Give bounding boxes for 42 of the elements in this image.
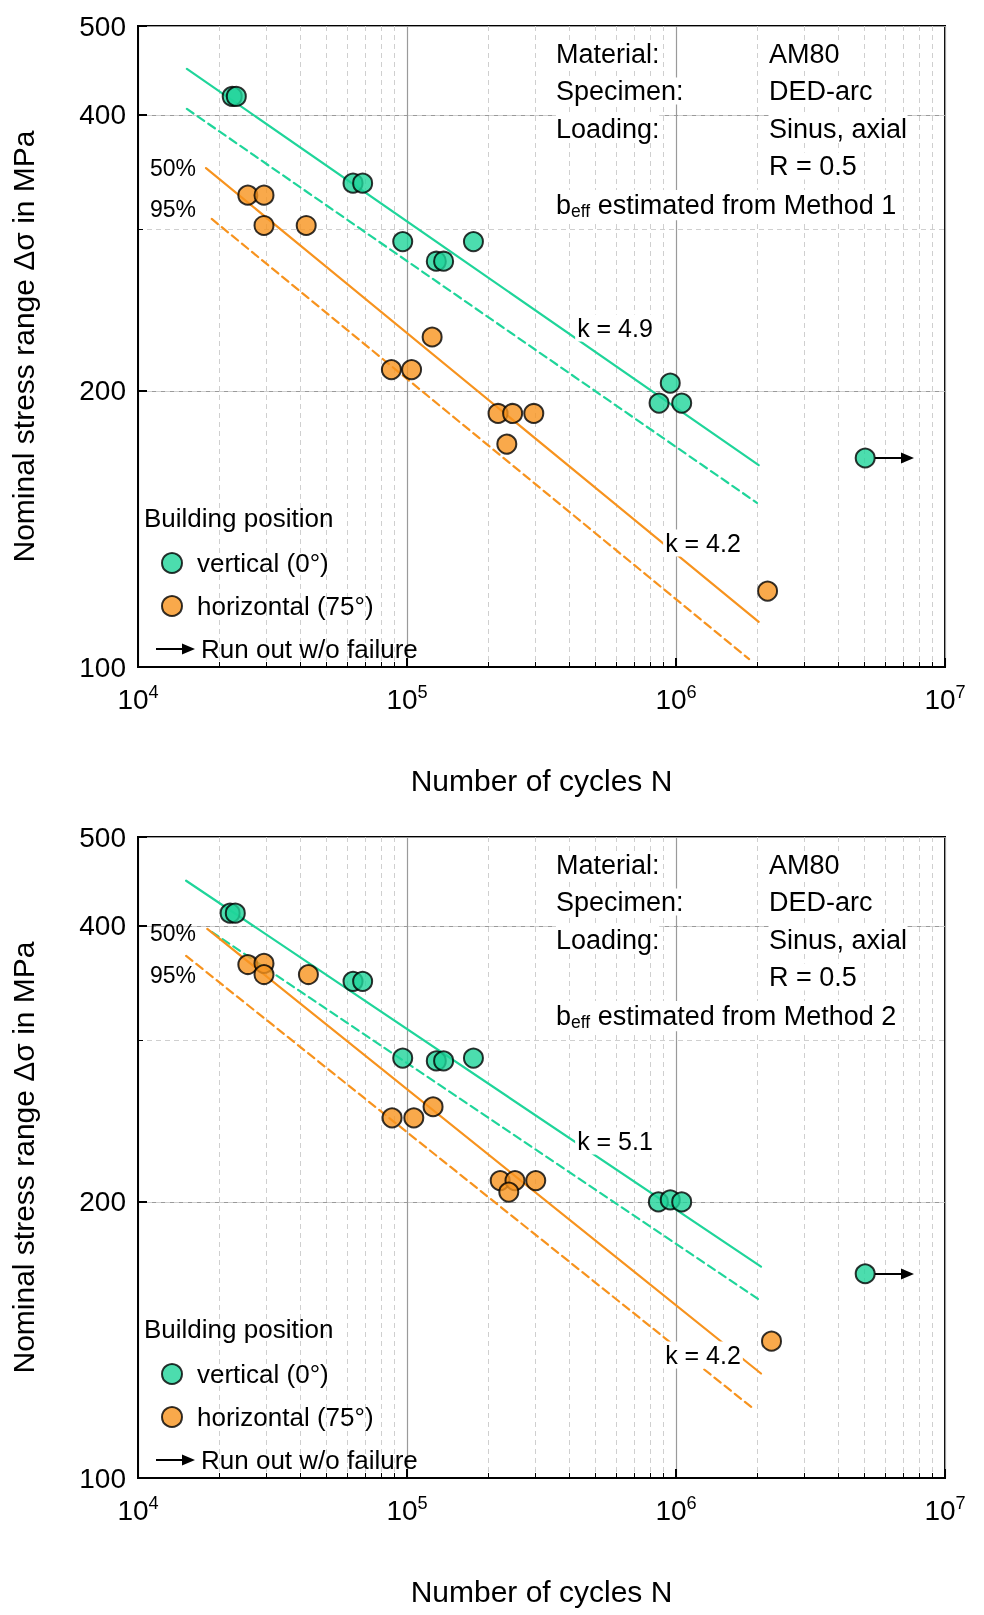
y-tick-label: 500 — [79, 10, 126, 42]
legend-label: horizontal (75°) — [197, 591, 374, 621]
y-tick-label: 200 — [79, 1186, 126, 1218]
legend-title: Building position — [144, 503, 334, 533]
y-axis-title: Nominal stress range Δσ in MPa — [6, 941, 40, 1374]
annotation: DED-arc — [769, 76, 873, 106]
annotation: R = 0.5 — [769, 962, 857, 992]
annotation: 95% — [149, 196, 197, 222]
annotation: Specimen: — [556, 76, 684, 106]
annotation: k = 5.1 — [577, 1127, 653, 1155]
annotation: 50% — [149, 920, 197, 946]
legend-label: vertical (0°) — [197, 548, 329, 578]
x-axis-title: Number of cycles N — [410, 1574, 673, 1608]
y-tick-label: 100 — [79, 1462, 126, 1494]
annotation: Sinus, axial — [769, 924, 908, 955]
annotation: DED-arc — [769, 887, 873, 917]
annotation: Material: — [556, 849, 660, 880]
x-axis-title: Number of cycles N — [410, 763, 673, 797]
legend-title: Building position — [144, 1314, 334, 1344]
annotation: Loading: — [556, 113, 660, 144]
annotation: AM80 — [769, 38, 840, 69]
legend-label: vertical (0°) — [197, 1359, 329, 1389]
annotation: k = 4.2 — [665, 529, 741, 557]
annotation: Run out w/o failure — [201, 634, 418, 664]
annotation: Sinus, axial — [769, 113, 908, 144]
y-tick-label: 400 — [79, 99, 126, 131]
y-axis-title: Nominal stress range Δσ in MPa — [6, 130, 40, 563]
annotation: 95% — [149, 962, 197, 988]
annotation: AM80 — [769, 849, 840, 880]
annotation: Material: — [556, 38, 660, 69]
annotation: k = 4.2 — [665, 1341, 741, 1369]
annotation: Specimen: — [556, 887, 684, 917]
annotation: Loading: — [556, 924, 660, 955]
annotation: k = 4.9 — [577, 314, 653, 342]
y-tick-label: 500 — [79, 821, 126, 853]
y-tick-label: 100 — [79, 651, 126, 683]
annotation: Run out w/o failure — [201, 1445, 418, 1475]
annotation: R = 0.5 — [769, 151, 857, 181]
y-tick-label: 200 — [79, 375, 126, 407]
legend-label: horizontal (75°) — [197, 1402, 374, 1432]
annotation: 50% — [149, 155, 197, 181]
y-tick-label: 400 — [79, 910, 126, 942]
